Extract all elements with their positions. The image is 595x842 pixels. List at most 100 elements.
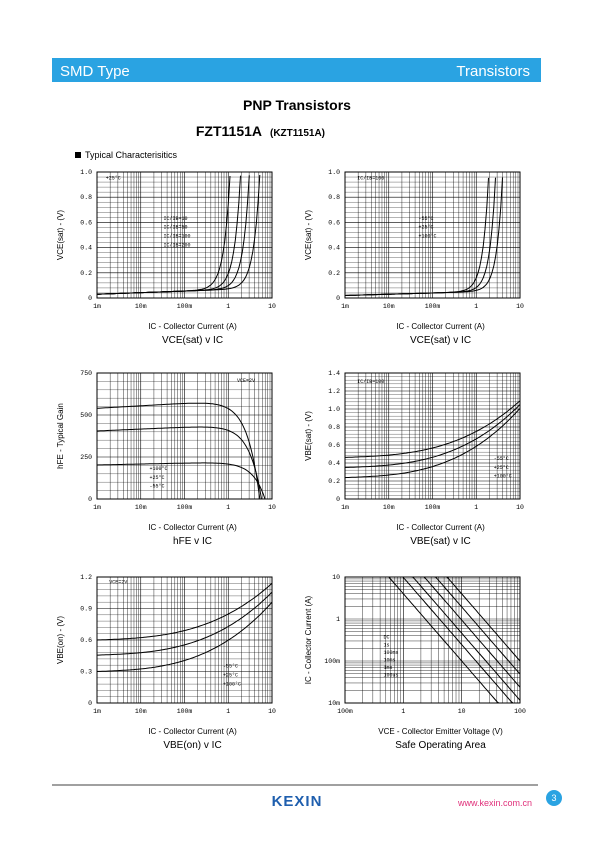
y-axis-label: VBE(on) - (V)	[56, 616, 65, 664]
curve	[434, 576, 521, 675]
x-tick-label: 10m	[135, 504, 147, 511]
x-axis-label: IC - Collector Current (A)	[396, 322, 485, 331]
x-tick-label: 100m	[425, 303, 441, 310]
x-tick-label: 1m	[93, 303, 101, 310]
curve	[388, 576, 500, 704]
part-number: FZT1151A	[196, 123, 262, 139]
graph-note: +25°C	[223, 673, 238, 679]
y-tick-label: 750	[80, 370, 92, 377]
graph-note: DC	[384, 635, 390, 641]
graph-caption: VCE(sat) v IC	[410, 335, 471, 346]
y-tick-label: 0.2	[80, 270, 92, 277]
x-tick-label: 10	[516, 303, 524, 310]
y-tick-label: 1.0	[328, 406, 340, 413]
graph-note: +100°C	[494, 474, 512, 480]
alt-part-number: (KZT1151A)	[270, 128, 325, 139]
y-tick-label: 250	[80, 454, 92, 461]
y-tick-label: 0.6	[328, 442, 340, 449]
x-tick-label: 100m	[177, 303, 193, 310]
graph-note: IC/IB=200	[164, 242, 191, 248]
page-number: 3	[551, 793, 556, 803]
header-right: Transistors	[456, 63, 530, 80]
page-badge	[546, 790, 562, 806]
graph-note: 10ms	[384, 657, 396, 663]
y-tick-label: 0.6	[80, 637, 92, 644]
curve	[96, 582, 273, 641]
x-tick-label: 1	[226, 708, 230, 715]
x-tick-label: 1	[474, 504, 478, 511]
x-tick-label: 100	[514, 708, 526, 715]
graph-note: +100°C	[150, 466, 168, 472]
footer-url: www.kexin.com.cn	[457, 798, 532, 808]
graph-note: +100°C	[223, 681, 241, 687]
y-tick-label: 0.2	[328, 270, 340, 277]
curve	[411, 576, 521, 701]
graph-note: +25°C	[419, 225, 434, 231]
y-axis-label: VCE(sat) - (V)	[304, 210, 313, 261]
x-axis-label: VCE - Collector Emitter Voltage (V)	[378, 727, 503, 736]
y-axis-label: VBE(sat) - (V)	[304, 411, 313, 461]
graph-note: -55°C	[223, 664, 238, 670]
y-tick-label: 0.9	[80, 606, 92, 613]
graph-note: -55°C	[494, 456, 509, 462]
y-tick-label: 0	[88, 295, 92, 302]
y-axis-label: hFE - Typical Gain	[56, 403, 65, 469]
x-axis-label: IC - Collector Current (A)	[148, 322, 237, 331]
y-tick-label: 0.4	[80, 245, 92, 252]
graph-caption: hFE v IC	[173, 536, 212, 547]
curve	[96, 601, 273, 672]
curve	[344, 177, 489, 296]
y-tick-label: 0	[336, 295, 340, 302]
x-tick-label: 1	[226, 303, 230, 310]
y-tick-label: 0.8	[328, 424, 340, 431]
y-tick-label: 0.6	[328, 219, 340, 226]
graph-note: -55°C	[419, 216, 434, 222]
y-tick-label: 1.2	[328, 388, 340, 395]
x-tick-label: 1m	[341, 504, 349, 511]
x-tick-label: 10m	[135, 303, 147, 310]
y-axis-label: IC - Collector Current (A)	[304, 595, 313, 684]
x-tick-label: 1	[474, 303, 478, 310]
graph-note: IC/IB=100	[357, 176, 384, 182]
y-tick-label: 1.0	[80, 169, 92, 176]
x-tick-label: 10	[268, 504, 276, 511]
curve	[96, 402, 261, 500]
x-axis-label: IC - Collector Current (A)	[148, 523, 237, 532]
curve	[344, 404, 521, 468]
footer-logo: KEXIN	[272, 793, 323, 810]
graph-note: IC/IB=50	[164, 225, 188, 231]
y-tick-label: 1	[336, 616, 340, 623]
header-bar	[52, 58, 541, 82]
graph-note: IC/IB=10	[164, 216, 188, 222]
y-tick-label: 0.4	[328, 245, 340, 252]
y-tick-label: 1.4	[328, 370, 340, 377]
x-tick-label: 10m	[383, 303, 395, 310]
graph-note: +25°C	[150, 475, 165, 481]
graph-caption: Safe Operating Area	[395, 740, 486, 751]
x-tick-label: 10	[268, 303, 276, 310]
y-tick-label: 0	[88, 700, 92, 707]
x-tick-label: 10	[516, 504, 524, 511]
bullet	[75, 152, 81, 158]
y-tick-label: 100m	[324, 658, 340, 665]
y-tick-label: 0.6	[80, 219, 92, 226]
y-tick-label: 10	[332, 574, 340, 581]
graph-caption: VBE(on) v IC	[163, 740, 221, 751]
x-tick-label: 100m	[337, 708, 353, 715]
x-tick-label: 10	[268, 708, 276, 715]
x-tick-label: 1m	[93, 708, 101, 715]
x-tick-label: 100m	[425, 504, 441, 511]
curve	[97, 175, 231, 295]
x-tick-label: 10m	[383, 504, 395, 511]
curve	[446, 576, 521, 662]
curve	[96, 426, 262, 500]
y-tick-label: 0	[88, 496, 92, 503]
plot-frame	[344, 576, 521, 704]
y-tick-label: 1.0	[328, 169, 340, 176]
curve	[423, 576, 521, 688]
x-tick-label: 1m	[341, 303, 349, 310]
graph-note: +100°C	[419, 234, 437, 240]
graph-note: +25°C	[494, 465, 509, 471]
curve	[97, 591, 273, 656]
